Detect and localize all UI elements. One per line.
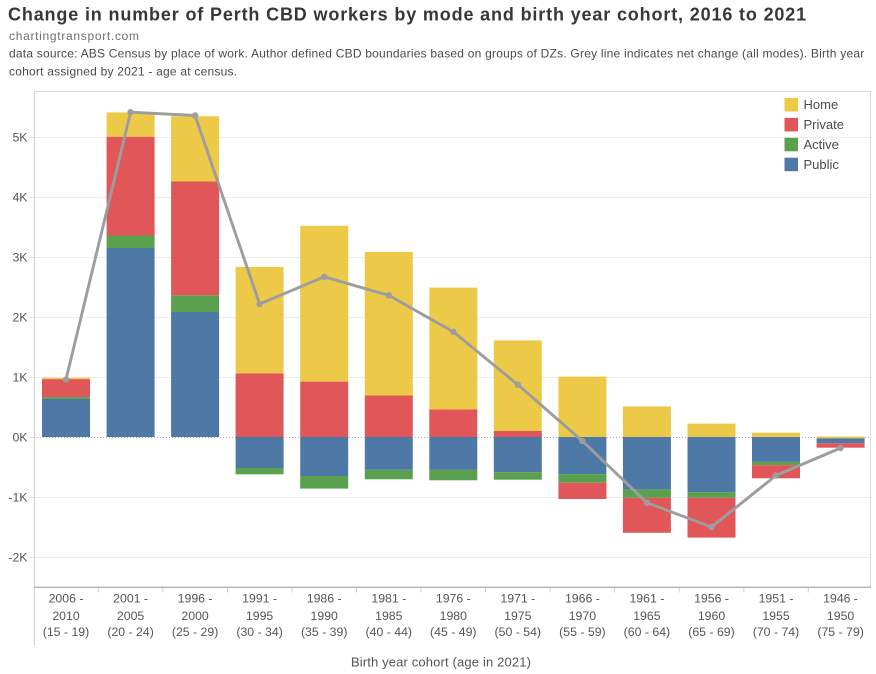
svg-text:Change in number of Perth CBD: Change in number of Perth CBD workers by… (8, 5, 807, 25)
svg-text:Public: Public (804, 157, 840, 172)
svg-text:(35 - 39): (35 - 39) (301, 625, 347, 639)
svg-text:(60 - 64): (60 - 64) (624, 625, 670, 639)
svg-text:(65 - 69): (65 - 69) (688, 625, 734, 639)
svg-text:1971 -: 1971 - (500, 592, 535, 606)
svg-text:(40 - 44): (40 - 44) (366, 625, 412, 639)
svg-text:1956 -: 1956 - (694, 592, 729, 606)
svg-text:1986 -: 1986 - (307, 592, 342, 606)
svg-text:5K: 5K (12, 131, 28, 145)
svg-text:2006 -: 2006 - (49, 592, 84, 606)
svg-text:1951 -: 1951 - (759, 592, 794, 606)
svg-text:2K: 2K (12, 311, 28, 325)
svg-text:(20 - 24): (20 - 24) (107, 625, 153, 639)
svg-text:3K: 3K (12, 251, 28, 265)
svg-text:1K: 1K (12, 371, 28, 385)
svg-text:1981 -: 1981 - (371, 592, 406, 606)
svg-text:(30 - 34): (30 - 34) (236, 625, 282, 639)
svg-text:1961 -: 1961 - (629, 592, 664, 606)
svg-text:1975: 1975 (504, 609, 532, 623)
svg-text:(15 - 19): (15 - 19) (43, 625, 89, 639)
svg-text:1976 -: 1976 - (436, 592, 471, 606)
svg-text:1991 -: 1991 - (242, 592, 277, 606)
svg-text:(45 - 49): (45 - 49) (430, 625, 476, 639)
svg-text:1955: 1955 (762, 609, 790, 623)
svg-text:1970: 1970 (569, 609, 597, 623)
svg-text:Birth year cohort (age in 2021: Birth year cohort (age in 2021) (351, 655, 531, 670)
svg-text:2005: 2005 (117, 609, 145, 623)
svg-text:(70 - 74): (70 - 74) (753, 625, 799, 639)
svg-text:chartingtransport.com: chartingtransport.com (9, 29, 140, 43)
svg-text:1980: 1980 (440, 609, 468, 623)
svg-text:Home: Home (804, 97, 839, 112)
svg-text:1960: 1960 (698, 609, 726, 623)
svg-text:2010: 2010 (52, 609, 80, 623)
svg-text:(75 - 79): (75 - 79) (817, 625, 863, 639)
svg-text:data source: ABS Census by pla: data source: ABS Census by place of work… (9, 47, 864, 61)
svg-text:4K: 4K (12, 191, 28, 205)
svg-text:(25 - 29): (25 - 29) (172, 625, 218, 639)
svg-text:2000: 2000 (181, 609, 209, 623)
svg-text:2001 -: 2001 - (113, 592, 148, 606)
svg-text:-2K: -2K (8, 551, 28, 565)
svg-text:1985: 1985 (375, 609, 403, 623)
svg-text:1996 -: 1996 - (178, 592, 213, 606)
svg-text:(55 - 59): (55 - 59) (559, 625, 605, 639)
svg-text:Private: Private (804, 117, 844, 132)
svg-text:1995: 1995 (246, 609, 274, 623)
svg-text:0K: 0K (12, 431, 28, 445)
svg-text:1965: 1965 (633, 609, 661, 623)
svg-text:1990: 1990 (311, 609, 339, 623)
svg-text:(50 - 54): (50 - 54) (495, 625, 541, 639)
svg-text:1946 -: 1946 - (823, 592, 858, 606)
svg-text:cohort assigned by 2021 - age: cohort assigned by 2021 - age at census. (9, 65, 237, 79)
svg-text:-1K: -1K (8, 491, 28, 505)
svg-text:Active: Active (804, 137, 839, 152)
svg-text:1966 -: 1966 - (565, 592, 600, 606)
svg-text:1950: 1950 (827, 609, 855, 623)
